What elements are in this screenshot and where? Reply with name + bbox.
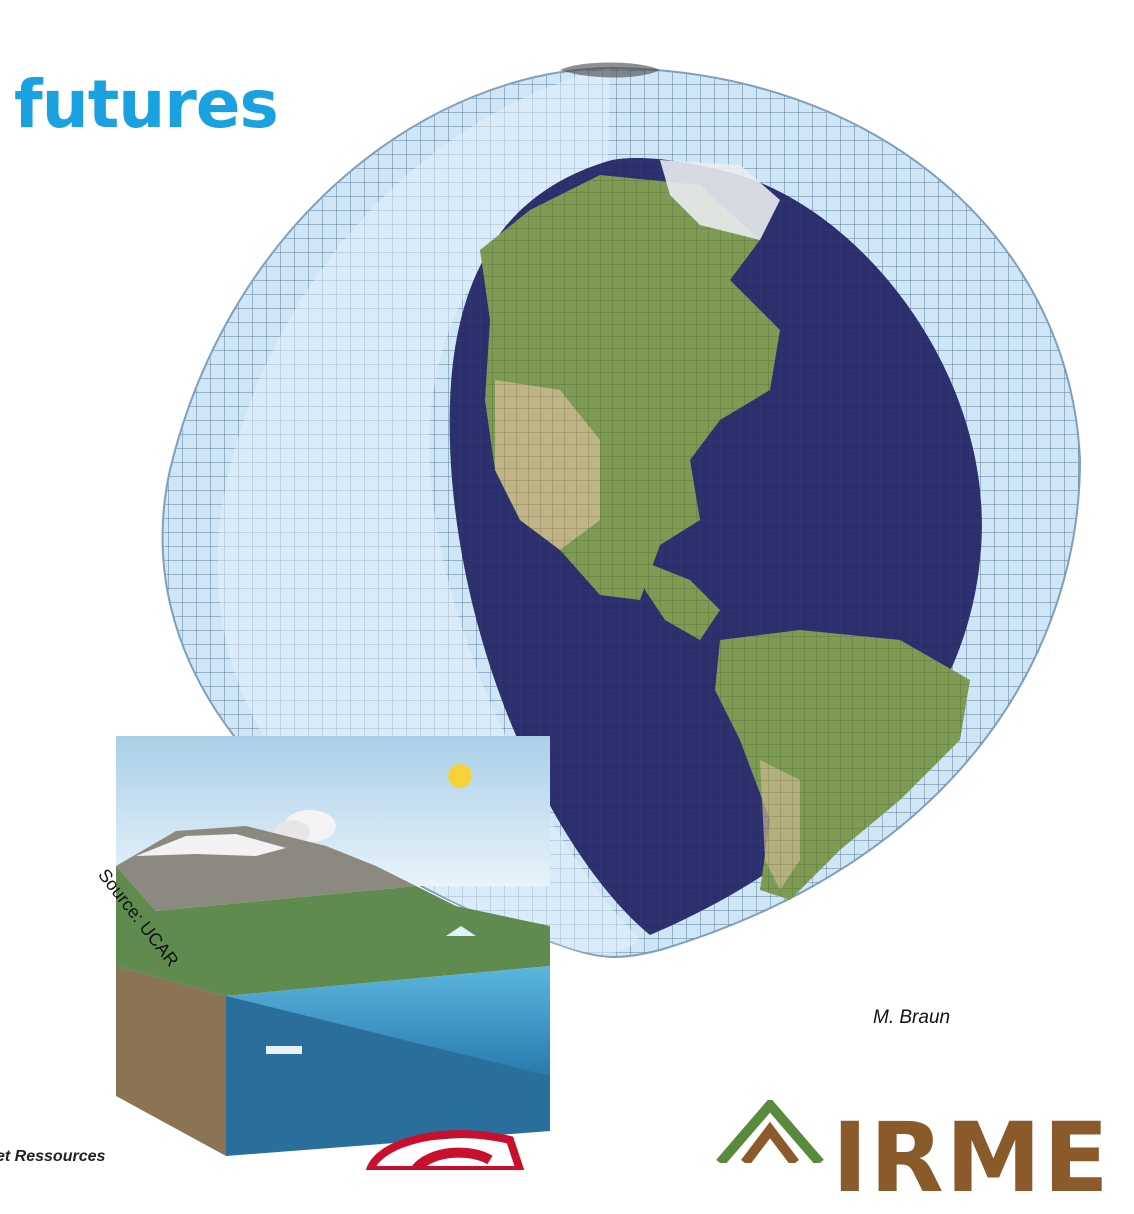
irme-logo-mark [716, 1100, 824, 1163]
footer-text: et Ressources [0, 1148, 106, 1165]
climate-model-globe-image [161, 62, 1082, 958]
sun-icon [448, 764, 472, 788]
photo-credit: M. Braun [873, 1007, 951, 1028]
slide-title: futures [14, 66, 279, 143]
irme-logo-text: IRME [832, 1102, 1111, 1214]
climate-system-diagram [116, 736, 550, 1156]
